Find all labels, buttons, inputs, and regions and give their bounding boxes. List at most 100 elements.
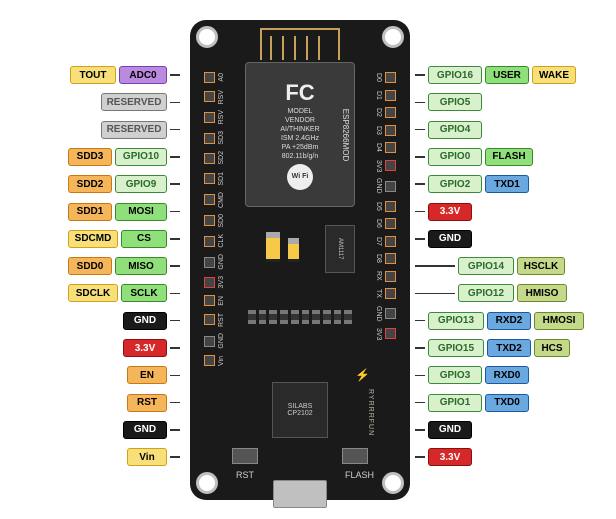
pin-wire [415,211,425,213]
pin-pad [204,91,215,102]
silk-pin-label: D7 [375,237,382,246]
left-pin-row-11: EN [127,366,180,384]
pin-label-sdd2: SDD2 [68,175,112,193]
wifi-antenna [260,28,340,60]
pin-label-sdclk: SDCLK [68,284,118,302]
pin-pad [204,295,215,306]
pin-label-gpio9: GPIO9 [115,175,167,193]
pin-label-sdd1: SDD1 [68,203,112,221]
pin-pad [204,112,215,123]
pin-label-3.3v: 3.3V [123,339,167,357]
right-pin-row-6: GND [415,230,472,248]
pin-wire [170,156,180,158]
pin-label-sdcmd: SDCMD [68,230,118,248]
pin-label-user: USER [485,66,529,84]
flash-button[interactable] [342,448,368,464]
pin-slot: 3V3 [375,328,396,340]
silk-pin-label: RX [375,271,382,281]
pin-pad [385,160,396,171]
pin-pad [385,142,396,153]
pin-label-en: EN [127,366,167,384]
right-pin-header: D0D1D2D3D43V3GNDD5D6D7D8RXTXGND3V3 [370,72,396,340]
silk-pin-label: RSV [218,110,225,124]
pin-wire [415,320,425,322]
silk-pin-label: EN [218,296,225,306]
micro-usb-port [273,480,327,508]
pin-pad [385,288,396,299]
pin-pad [204,173,215,184]
silk-pin-label: GND [218,333,225,349]
pin-slot: 3V3 [204,276,225,288]
pin-slot: D2 [375,107,396,118]
pin-slot: TX [375,288,396,299]
silk-pin-label: CMD [218,192,225,208]
silk-pin-label: 3V3 [375,328,382,340]
silk-pin-label: TX [375,289,382,298]
pin-wire [415,402,425,404]
shield-text: AI/THINKER [280,126,319,133]
pin-wire [415,347,425,349]
pin-label-3.3v: 3.3V [428,203,472,221]
pin-slot: D0 [375,72,396,83]
flash-button-label: FLASH [345,470,374,480]
pin-slot: D7 [375,236,396,247]
pin-slot: GND [204,333,225,349]
silk-pin-label: GND [375,178,382,194]
pin-wire [170,129,180,131]
silk-pin-label: GND [375,306,382,322]
shield-text: PA +25dBm [282,144,319,151]
pin-slot: D6 [375,218,396,229]
pin-label-txd0: TXD0 [485,394,529,412]
silk-text: RYRRRFUN [367,389,374,436]
nodemcu-board: FC MODEL VENDOR AI/THINKER ISM 2.4GHz PA… [190,20,410,500]
mount-hole [382,26,404,48]
pin-pad [204,194,215,205]
silk-pin-label: D4 [375,143,382,152]
pin-wire [415,265,455,267]
shield-text: VENDOR [285,117,315,124]
silk-pin-label: RST [218,313,225,327]
pin-pad [385,236,396,247]
pin-slot: RX [375,271,396,282]
pin-pad [204,355,215,366]
right-pin-row-13: GND [415,421,472,439]
silk-pin-label: D2 [375,108,382,117]
silk-pin-label: 3V3 [375,160,382,172]
pin-slot: D8 [375,253,396,264]
pin-label-wake: WAKE [532,66,576,84]
reset-button[interactable] [232,448,258,464]
right-pin-row-0: GPIO16USERWAKE [415,66,576,84]
fc-logo: FC [285,80,314,106]
lightning-icon: ⚡ [355,368,370,382]
right-pin-row-1: GPIO5 [415,93,482,111]
right-pin-row-14: 3.3V [415,448,472,466]
pin-slot: RST [204,313,225,327]
pin-pad [204,257,215,268]
right-pin-row-4: GPIO2TXD1 [415,175,529,193]
pin-slot: D5 [375,201,396,212]
pin-pad [385,201,396,212]
pin-pad [204,236,215,247]
pin-wire [415,102,425,104]
pin-wire [170,238,180,240]
right-pin-row-5: 3.3V [415,203,472,221]
pin-wire [415,238,425,240]
reset-button-label: RST [236,470,254,480]
silk-pin-label: 3V3 [218,276,225,288]
pin-slot: SD2 [204,151,225,165]
pin-label-mosi: MOSI [115,203,167,221]
chip-label: CP2102 [287,410,312,417]
pin-label-hmiso: HMISO [517,284,567,302]
pin-pad [204,215,215,226]
left-pin-row-14: Vin [127,448,180,466]
wifi-badge-icon: Wi Fi [287,164,313,190]
pin-label-gpio13: GPIO13 [428,312,484,330]
pin-label-gpio16: GPIO16 [428,66,482,84]
pin-slot: D3 [375,125,396,136]
left-pin-row-5: SDD1MOSI [68,203,180,221]
pin-pad [385,107,396,118]
pin-label-gpio4: GPIO4 [428,121,482,139]
pin-label-gnd: GND [123,421,167,439]
pin-pad [204,277,215,288]
capacitor [288,238,299,262]
